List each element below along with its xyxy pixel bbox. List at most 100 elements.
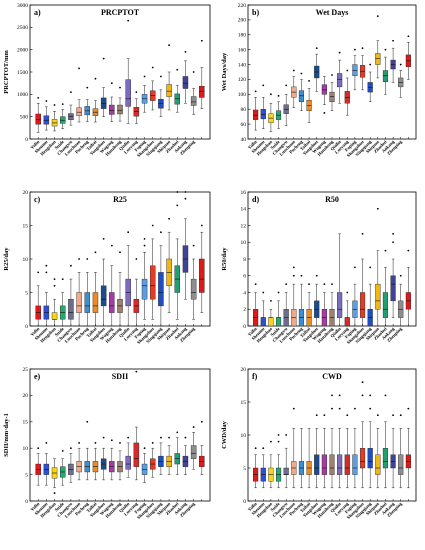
box-iqr: [398, 454, 404, 475]
outlier-point: [270, 299, 272, 302]
outlier-point: [127, 231, 130, 234]
box-8: [306, 283, 312, 327]
box-15: [149, 66, 156, 111]
chart-panel-a: 050010001500200025003000YulinShenmuHengs…: [3, 3, 211, 158]
outlier-point: [61, 278, 64, 280]
box-19: [182, 51, 189, 104]
outlier-point: [277, 440, 280, 443]
outlier-point: [135, 258, 138, 260]
y-tick-label: 2000: [17, 47, 28, 53]
box-iqr: [158, 272, 164, 307]
outlier-point: [361, 394, 364, 397]
box-19: [390, 414, 396, 489]
y-tick-label: 14: [241, 207, 247, 213]
box-13: [133, 370, 140, 481]
outlier-point: [119, 86, 121, 89]
y-tick-label: 15: [23, 420, 29, 426]
box-4: [275, 291, 282, 327]
y-tick-label: 0: [243, 324, 246, 330]
y-tick-label: 2500: [17, 25, 28, 31]
outlier-point: [119, 442, 121, 444]
box-iqr: [382, 448, 389, 469]
y-tick-label: 10: [241, 240, 247, 246]
outlier-point: [102, 57, 105, 60]
outlier-point: [346, 69, 349, 72]
station-label: Yulin: [247, 139, 258, 150]
outlier-point: [369, 63, 372, 66]
outlier-point: [392, 241, 394, 244]
outlier-point: [110, 82, 113, 85]
y-tick-label: 5: [25, 472, 28, 478]
box-18: [382, 394, 389, 489]
box-1: [253, 90, 259, 131]
box-6: [76, 67, 82, 123]
box-13: [133, 258, 140, 327]
outlier-point: [61, 103, 64, 106]
outlier-point: [143, 75, 146, 78]
outlier-point: [338, 407, 341, 410]
box-iqr: [141, 278, 148, 300]
box-6: [291, 407, 297, 489]
outlier-point: [70, 91, 72, 93]
y-tick-label: 80: [241, 107, 247, 113]
box-5: [68, 91, 74, 126]
box-15: [359, 232, 366, 327]
outlier-point: [331, 394, 333, 397]
station-label: Suide: [54, 501, 65, 512]
box-11: [329, 74, 335, 111]
y-axis-label: PRCPTOT/mm: [3, 50, 10, 94]
box-7: [84, 258, 91, 327]
outlier-point: [143, 238, 146, 240]
box-21: [405, 407, 411, 489]
chart-title: R50: [325, 195, 339, 204]
outlier-point: [168, 217, 170, 220]
outlier-point: [184, 191, 187, 193]
outlier-point: [160, 231, 162, 234]
y-tick-label: 5: [25, 290, 28, 296]
box-12: [337, 394, 343, 489]
box-iqr: [352, 454, 358, 475]
outlier-point: [262, 291, 265, 294]
box-18: [382, 249, 389, 327]
station-label: Yulin: [247, 501, 258, 512]
box-16: [367, 63, 373, 103]
box-iqr: [109, 104, 115, 115]
outlier-point: [369, 407, 372, 410]
box-7: [84, 86, 91, 122]
outlier-point: [292, 407, 295, 410]
box-16: [367, 266, 373, 327]
y-axis-label: R25/day: [3, 247, 10, 271]
outlier-point: [262, 447, 265, 450]
outlier-point: [254, 447, 257, 450]
box-2: [43, 100, 50, 131]
y-tick-label: 160: [238, 47, 247, 53]
outlier-point: [86, 86, 89, 89]
y-axis-label: Wet Days/day: [221, 52, 228, 91]
plot-frame: [29, 368, 211, 502]
outlier-point: [346, 414, 349, 417]
y-axis-label: CWD/day: [221, 420, 228, 449]
outlier-point: [102, 238, 105, 240]
outlier-point: [78, 67, 80, 70]
box-iqr: [359, 448, 366, 469]
outlier-point: [376, 207, 379, 210]
box-iqr: [352, 64, 358, 76]
outlier-point: [392, 414, 394, 417]
outlier-point: [407, 407, 410, 410]
y-tick-label: 140: [238, 62, 247, 68]
box-5: [283, 434, 289, 489]
box-21: [199, 224, 205, 313]
outlier-point: [176, 431, 179, 434]
box-16: [158, 436, 164, 475]
box-20: [398, 414, 404, 489]
y-tick-label: 0: [243, 499, 246, 505]
box-iqr: [190, 96, 197, 106]
y-tick-label: 3000: [17, 3, 28, 9]
outlier-point: [160, 75, 162, 78]
outlier-point: [331, 74, 333, 76]
outlier-point: [192, 71, 195, 73]
box-3: [51, 278, 58, 327]
y-tick-label: 0: [25, 324, 28, 330]
box-iqr: [84, 292, 91, 313]
y-tick-label: 220: [238, 3, 247, 9]
